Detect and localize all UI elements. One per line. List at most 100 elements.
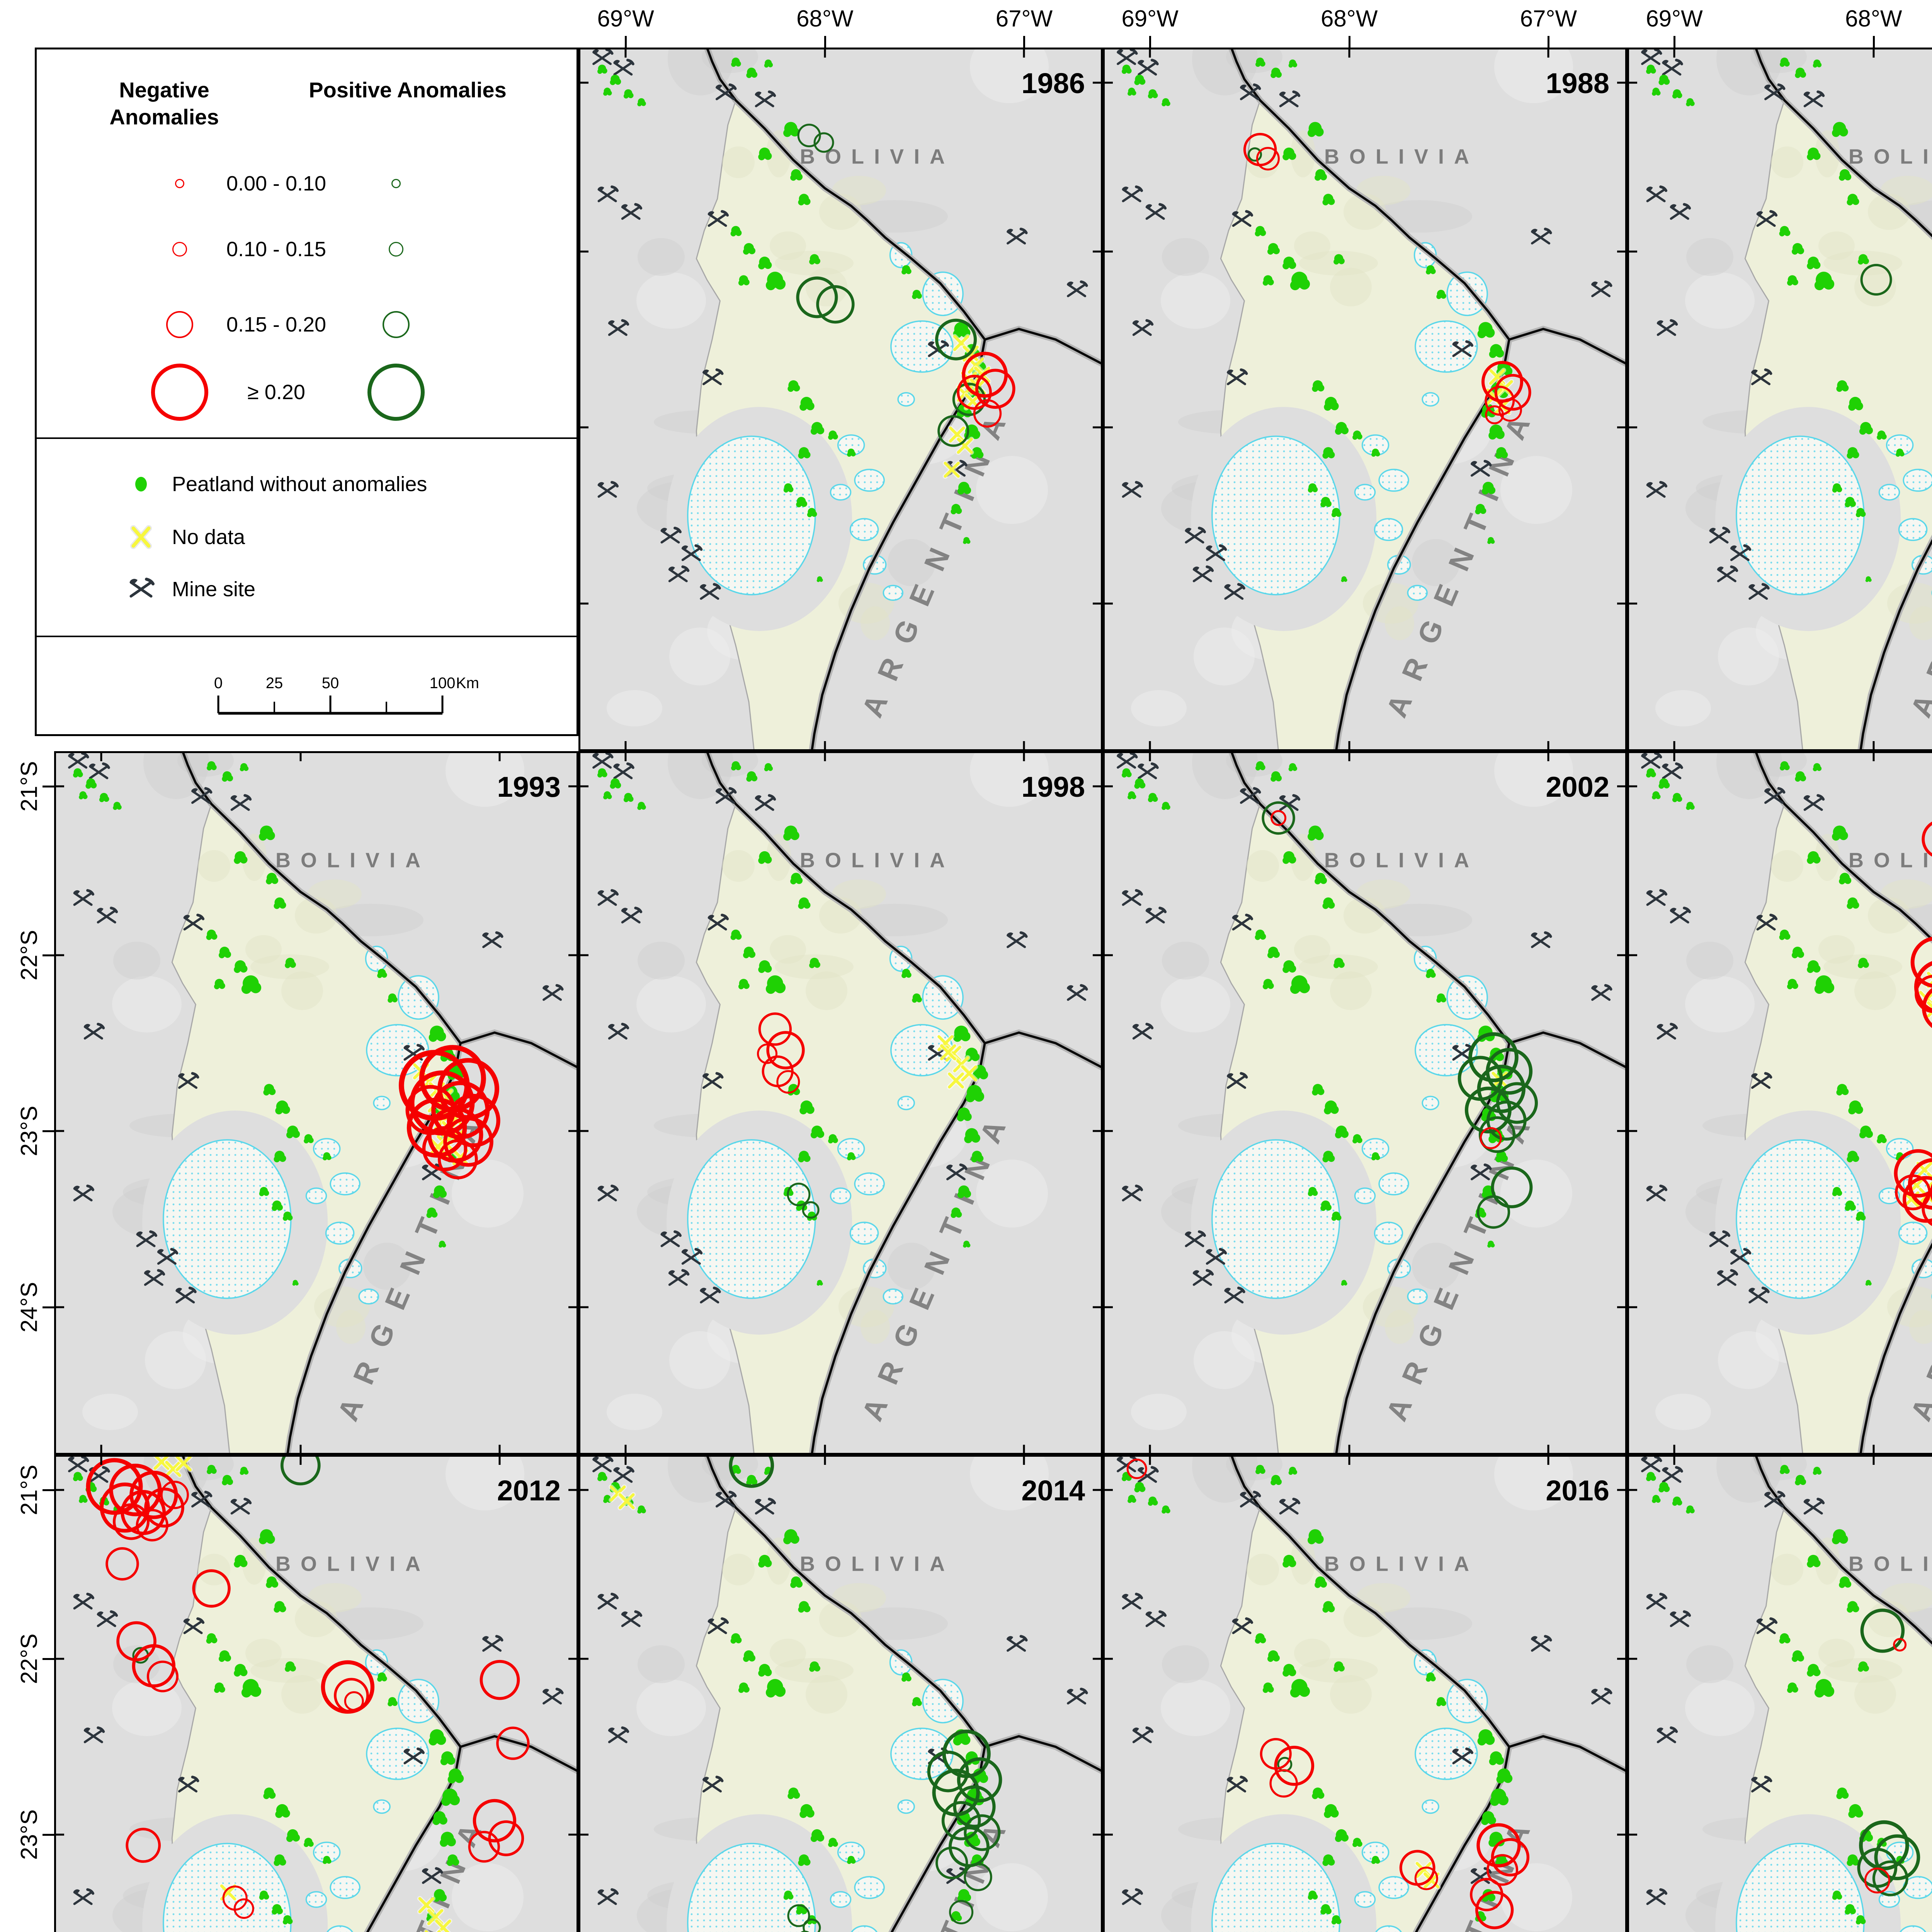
peatland-dot [259, 1890, 269, 1900]
year-label: 1986 [1021, 67, 1085, 99]
mine-site-icon [1132, 1726, 1154, 1743]
mine-site-icon [707, 210, 729, 227]
mine-site-icon [1122, 889, 1143, 906]
size-class-label: 0.15 - 0.20 [226, 313, 327, 336]
mine-site-icon [1646, 185, 1668, 202]
mine-site-icon [946, 1163, 968, 1180]
peatland-dot [828, 430, 838, 440]
peatland-dot [426, 1208, 438, 1218]
peatland-dot [1308, 1890, 1318, 1900]
peatland-dot [799, 1804, 815, 1818]
peatland-dot [1814, 975, 1835, 994]
peatland-dot [1312, 380, 1325, 392]
peatland-dot [219, 946, 231, 958]
country-border [460, 1031, 578, 1069]
salar-lake [687, 435, 816, 595]
negative-anomaly-circle [468, 1831, 500, 1863]
peatland-dot [1686, 98, 1695, 107]
peatland-dot [1489, 1751, 1504, 1765]
negative-anomaly-circle [105, 1547, 139, 1581]
country-border [984, 1735, 1103, 1773]
peatland-dot [1290, 1679, 1310, 1698]
peatland-dot [377, 969, 387, 978]
peatland-dot [286, 1829, 300, 1842]
peatland-dot [1255, 226, 1266, 236]
peatland-dot [1335, 1829, 1349, 1842]
peatland-dot [1290, 975, 1310, 994]
mine-site-icon [1007, 931, 1028, 948]
peatland-dot [1839, 1576, 1852, 1588]
mine-site-icon [1452, 340, 1473, 357]
positive-anomaly-circle [1860, 1609, 1905, 1653]
salar-lake [1878, 484, 1900, 501]
peatland-dot [623, 89, 634, 99]
country-border [706, 751, 986, 1044]
mine-site-icon [597, 185, 619, 202]
peatland-dot [1436, 289, 1446, 299]
left-axis-label: 24°S [16, 1282, 42, 1332]
peatland-dot [1267, 1650, 1280, 1662]
mine-site-icon [707, 1617, 729, 1634]
peatland-dot [1315, 169, 1327, 181]
positive-anomaly-circle [1478, 1116, 1515, 1153]
peatland-dot [798, 447, 811, 459]
no-data-x-icon [947, 1071, 965, 1090]
mine-site-icon [668, 1269, 690, 1286]
country-border [1509, 1031, 1627, 1069]
peatland-dot [214, 1682, 225, 1693]
peatland-dot [234, 851, 248, 864]
negative-anomaly-circle [1494, 374, 1531, 411]
peatland-dot [1128, 87, 1136, 96]
salar-lake [1354, 484, 1376, 501]
peatland-dot [1324, 1804, 1339, 1818]
scalebar-graphic [37, 652, 580, 730]
peatland-dot [1162, 98, 1170, 107]
peatland-dot [234, 960, 248, 973]
positive-anomaly-circle [927, 1750, 969, 1793]
peatland-dot [1262, 979, 1274, 990]
mine-site-icon [1145, 203, 1167, 220]
peatland-dot-icon [128, 471, 155, 498]
mine-site-icon [1670, 203, 1691, 220]
map-panel-1993: BOLIVIA ARGENTINA [54, 751, 578, 1455]
peatland-dot [1779, 1633, 1791, 1644]
peatland-dot [240, 763, 249, 771]
mine-site-icon [702, 1072, 724, 1089]
peatland-dot [758, 147, 772, 160]
peatland-dot [234, 1664, 248, 1677]
peatland-dot [447, 1768, 464, 1784]
country-border [1230, 751, 1510, 1044]
positive-anomaly-circle [964, 1862, 992, 1891]
peatland-dot [1322, 1854, 1335, 1866]
mine-site-icon [191, 1490, 213, 1508]
peatland-dot [1288, 763, 1298, 771]
negative-anomaly-circle [1480, 1127, 1502, 1150]
positive-anomaly-circle [1860, 264, 1892, 296]
country-label-bolivia: BOLIVIA [1324, 145, 1479, 168]
peatland-dot [1341, 576, 1347, 582]
peatland-dot [790, 872, 803, 884]
peatland-dot [1832, 483, 1842, 493]
salar-lake [1211, 1139, 1340, 1299]
legend-item-label: Peatland without anomalies [172, 473, 427, 496]
peatland-dot [1807, 851, 1821, 864]
peatland-dot [783, 1890, 794, 1900]
mine-site-icon [1471, 460, 1492, 477]
mine-site-icon [1646, 889, 1668, 906]
peatland-dot [1836, 1084, 1849, 1096]
mine-site-icon [1007, 1635, 1028, 1652]
salar-lake [830, 1891, 852, 1908]
mine-site-icon [1591, 1687, 1612, 1705]
mine-site-icon [660, 527, 682, 544]
peatland-dot [1308, 825, 1324, 841]
mine-site-icon [1641, 1455, 1662, 1473]
positive-anomaly-circle [787, 1182, 811, 1206]
peatland-dot [292, 1280, 299, 1286]
peatland-dot [206, 1633, 218, 1644]
peatland-dot [222, 771, 233, 782]
positive-anomaly-circle [1476, 1195, 1510, 1229]
mine-site-icon [1748, 583, 1770, 600]
salar-lake [922, 271, 964, 316]
